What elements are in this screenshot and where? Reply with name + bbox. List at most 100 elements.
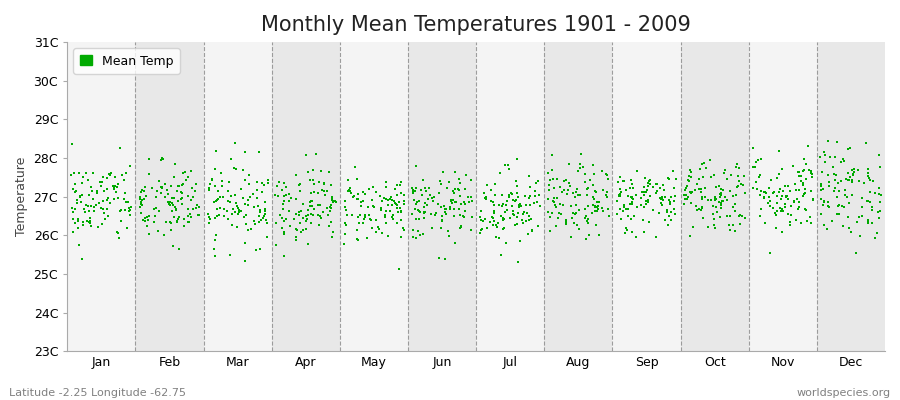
Point: [415, 177, 429, 183]
Point: [589, 188, 603, 195]
Point: [329, 199, 344, 205]
Point: [547, 195, 562, 201]
Point: [872, 152, 886, 158]
Point: [220, 208, 234, 214]
Point: [833, 178, 848, 184]
Point: [343, 188, 357, 195]
Point: [574, 151, 589, 157]
Point: [649, 190, 663, 196]
Point: [798, 190, 813, 196]
Point: [169, 207, 184, 214]
Point: [861, 220, 876, 226]
Point: [621, 213, 635, 219]
Point: [652, 210, 666, 216]
Point: [83, 218, 97, 224]
Point: [473, 226, 488, 233]
Point: [111, 181, 125, 187]
Point: [708, 196, 723, 203]
Point: [683, 166, 698, 173]
Point: [492, 234, 507, 241]
Point: [766, 205, 780, 211]
Point: [634, 202, 649, 209]
Point: [134, 197, 148, 204]
Point: [258, 208, 273, 214]
Point: [700, 224, 715, 230]
Point: [408, 188, 422, 194]
Point: [667, 206, 681, 212]
Point: [640, 186, 654, 193]
Point: [314, 215, 328, 221]
Point: [461, 194, 475, 200]
Point: [295, 201, 310, 207]
Point: [821, 199, 835, 205]
Point: [733, 211, 747, 218]
Point: [442, 232, 456, 239]
Point: [448, 199, 463, 206]
Point: [261, 177, 275, 183]
Point: [783, 222, 797, 229]
Point: [248, 204, 262, 211]
Point: [323, 204, 338, 210]
Point: [753, 206, 768, 212]
Point: [202, 181, 217, 188]
Point: [122, 212, 137, 218]
Point: [138, 218, 152, 224]
Point: [72, 170, 86, 177]
Point: [288, 234, 302, 240]
Point: [282, 191, 296, 198]
Point: [324, 182, 338, 188]
Point: [688, 203, 703, 209]
Point: [638, 175, 652, 182]
Point: [483, 198, 498, 205]
Point: [706, 202, 720, 209]
Point: [618, 230, 633, 237]
Point: [111, 230, 125, 236]
Point: [486, 208, 500, 214]
Point: [464, 214, 479, 220]
Point: [774, 196, 788, 202]
Point: [554, 211, 568, 218]
Point: [519, 218, 534, 224]
Point: [310, 190, 325, 196]
Point: [666, 197, 680, 204]
Point: [239, 221, 254, 228]
Point: [383, 208, 398, 215]
Point: [443, 206, 457, 212]
Point: [625, 199, 639, 205]
Point: [269, 241, 284, 248]
Point: [369, 189, 383, 195]
Point: [261, 180, 275, 186]
Point: [494, 252, 508, 258]
Point: [714, 200, 728, 206]
Point: [369, 217, 383, 223]
Point: [506, 208, 520, 214]
Point: [167, 174, 182, 180]
Point: [782, 219, 796, 225]
Point: [67, 186, 81, 192]
Point: [715, 198, 729, 204]
Point: [454, 201, 469, 208]
Point: [132, 204, 147, 210]
Point: [408, 206, 422, 212]
Point: [500, 207, 514, 213]
Point: [485, 199, 500, 206]
Point: [417, 204, 431, 210]
Point: [221, 188, 236, 194]
Point: [95, 220, 110, 227]
Point: [763, 250, 778, 256]
Point: [868, 190, 882, 196]
Point: [691, 186, 706, 192]
Point: [160, 199, 175, 206]
Point: [563, 203, 578, 210]
Point: [518, 193, 532, 199]
Point: [639, 200, 653, 207]
Point: [738, 214, 752, 221]
Point: [166, 194, 180, 201]
Point: [319, 192, 333, 198]
Point: [548, 203, 562, 210]
Point: [580, 218, 594, 225]
Point: [862, 189, 877, 196]
Point: [624, 177, 638, 183]
Point: [229, 166, 243, 172]
Point: [836, 204, 850, 210]
